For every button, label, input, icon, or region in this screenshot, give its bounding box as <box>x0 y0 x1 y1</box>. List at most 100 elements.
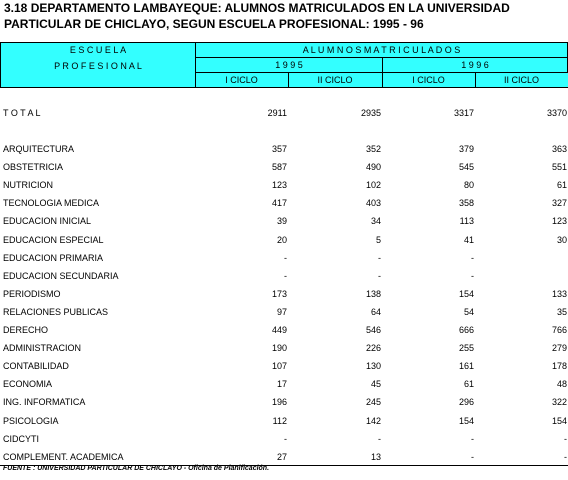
header-text: P R O F E S I O N A L <box>54 61 142 71</box>
cell-value: 352 <box>365 144 381 154</box>
cell-value: - <box>564 433 567 444</box>
row-label: EDUCACION SECUNDARIA <box>3 270 119 281</box>
cell-value: 48 <box>556 379 567 390</box>
header-text: 1 9 9 6 <box>461 60 489 70</box>
row-label: NUTRICION <box>3 180 53 191</box>
cell-value: 5 <box>375 234 381 245</box>
row-label: EDUCACION INICIAL <box>3 216 92 227</box>
cell-value: 245 <box>365 397 381 408</box>
row-label: TECNOLOGIA MEDICA <box>3 198 100 209</box>
header-text: I CICLO <box>225 75 258 85</box>
cell-value: 61 <box>556 180 567 191</box>
title-line: 3.18 DEPARTAMENTO LAMBAYEQUE: ALUMNOS MA… <box>4 1 510 15</box>
cell-value: 161 <box>458 361 474 372</box>
row-label: ARQUITECTURA <box>3 144 75 154</box>
cell-value: 20 <box>276 234 287 245</box>
cell-value: 102 <box>365 180 381 191</box>
row-label: EDUCACION ESPECIAL <box>3 234 104 245</box>
cell-value: 2935 <box>360 108 381 118</box>
cell-value: 80 <box>463 180 474 191</box>
cell-value: 112 <box>272 415 287 426</box>
header-text: I CICLO <box>412 75 445 85</box>
cell-value: 142 <box>365 415 381 426</box>
cell-value: 357 <box>271 144 287 154</box>
rule <box>0 465 568 466</box>
header-text: II CICLO <box>503 75 539 85</box>
cell-value: 196 <box>271 397 287 408</box>
cell-value: 35 <box>556 306 567 317</box>
cell-value: 13 <box>370 451 381 462</box>
cell-value: 3317 <box>453 108 474 118</box>
cell-value: 45 <box>370 379 381 390</box>
cell-value: 178 <box>551 361 567 372</box>
cell-value: 61 <box>463 379 474 390</box>
cell-value: 113 <box>459 216 474 227</box>
cell-value: - <box>284 270 287 281</box>
cell-value: 3370 <box>546 108 567 118</box>
row-label: ADMINISTRACION <box>3 343 82 354</box>
cell-value: 39 <box>276 216 287 227</box>
cell-value: 154 <box>458 288 474 299</box>
cell-value: 64 <box>370 306 381 317</box>
cell-value: - <box>284 433 287 444</box>
cell-value: 123 <box>271 180 287 191</box>
cell-value: 296 <box>458 397 474 408</box>
header-text: A L U M N O S M A T R I C U L A D O S <box>302 45 461 55</box>
cell-value: 154 <box>458 415 474 426</box>
cell-value: 279 <box>551 343 567 354</box>
cell-value: 130 <box>365 361 381 372</box>
row-label: PERIODISMO <box>3 288 61 299</box>
header-text: E S C U E L A <box>69 45 127 55</box>
row-label: OBSTETRICIA <box>3 162 64 173</box>
cell-value: - <box>378 433 381 444</box>
cell-value: 133 <box>551 288 567 299</box>
cell-value: 490 <box>365 162 381 173</box>
row-label: ECONOMIA <box>3 379 53 390</box>
cell-value: 27 <box>276 451 287 462</box>
total-label: T O T A L <box>3 108 41 118</box>
cell-value: 546 <box>365 325 381 335</box>
cell-value: 97 <box>276 306 287 317</box>
cell-value: 587 <box>271 162 287 173</box>
cell-value: 17 <box>276 379 287 390</box>
cell-value: - <box>471 451 474 462</box>
header-text: 1 9 9 5 <box>275 60 303 70</box>
cell-value: 322 <box>551 397 567 408</box>
header-cell <box>0 42 196 88</box>
cell-value: 449 <box>271 325 287 335</box>
cell-value: 54 <box>463 306 474 317</box>
row-label: EDUCACION PRIMARIA <box>3 252 104 263</box>
cell-value: 2911 <box>267 108 287 118</box>
cell-value: - <box>564 451 567 462</box>
cell-value: 190 <box>271 343 287 354</box>
row-label: CIDCYTI <box>3 433 39 444</box>
cell-value: 107 <box>271 361 287 372</box>
cell-value: - <box>471 270 474 281</box>
cell-value: - <box>471 252 474 263</box>
row-label: CONTABILIDAD <box>3 361 69 372</box>
cell-value: 327 <box>551 198 567 209</box>
cell-value: - <box>378 252 381 263</box>
cell-value: 41 <box>463 234 474 245</box>
row-label: ING. INFORMATICA <box>3 397 86 408</box>
source-note: FUENTE : UNIVERSIDAD PARTICULAR DE CHICL… <box>3 465 270 472</box>
cell-value: 358 <box>458 198 474 209</box>
title-line: PARTICULAR DE CHICLAYO, SEGUN ESCUELA PR… <box>4 17 424 31</box>
cell-value: 154 <box>551 415 567 426</box>
cell-value: 379 <box>458 144 474 154</box>
header-cell <box>475 72 568 88</box>
cell-value: 138 <box>365 288 381 299</box>
cell-value: 34 <box>370 216 381 227</box>
cell-value: - <box>378 270 381 281</box>
cell-value: 545 <box>458 162 474 173</box>
cell-value: 173 <box>271 288 287 299</box>
cell-value: 30 <box>556 234 567 245</box>
row-label: COMPLEMENT. ACADEMICA <box>3 451 124 462</box>
cell-value: - <box>284 252 287 263</box>
cell-value: 417 <box>271 198 287 209</box>
cell-value: 766 <box>551 325 567 335</box>
cell-value: 226 <box>365 343 381 354</box>
cell-value: 666 <box>458 325 474 335</box>
cell-value: 551 <box>551 162 567 173</box>
